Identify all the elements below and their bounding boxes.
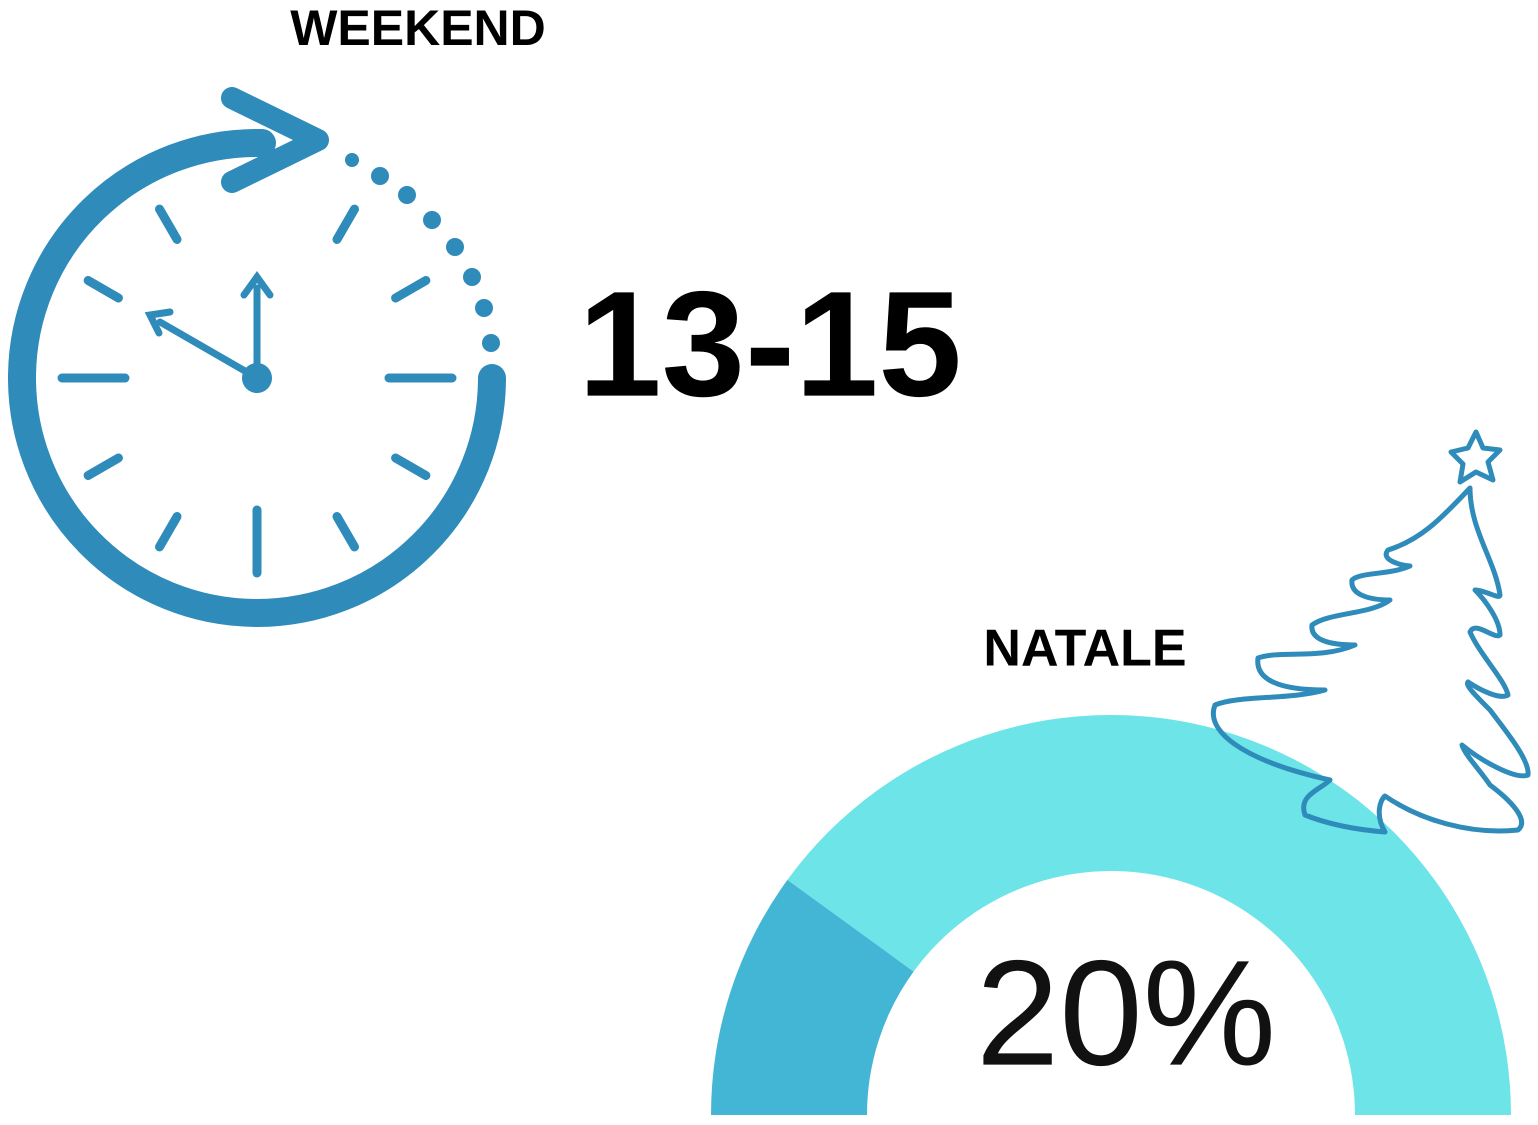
weekend-value: 13-15 [578, 260, 962, 428]
clock-tick [160, 517, 178, 547]
hour-hand [160, 322, 257, 378]
infographic: WEEKEND 13-15 NATALE 20% [0, 0, 1538, 1125]
weekend-title: WEEKEND [290, 0, 546, 56]
clock-tick [337, 209, 355, 239]
clock-tick [396, 458, 426, 476]
clock-dots [345, 153, 500, 352]
clock-icon [22, 98, 500, 613]
clock-tick [396, 281, 426, 299]
clock-tick [160, 209, 178, 239]
clock-center [242, 363, 272, 393]
natale-title: NATALE [983, 620, 1186, 678]
gauge-label: 20% [976, 929, 1276, 1097]
clock-tick [337, 517, 355, 547]
clock-tick [88, 281, 118, 299]
clock-tick [88, 458, 118, 476]
page: {"weekend": {"title": "WEEKEND", "value"… [0, 0, 1538, 1125]
